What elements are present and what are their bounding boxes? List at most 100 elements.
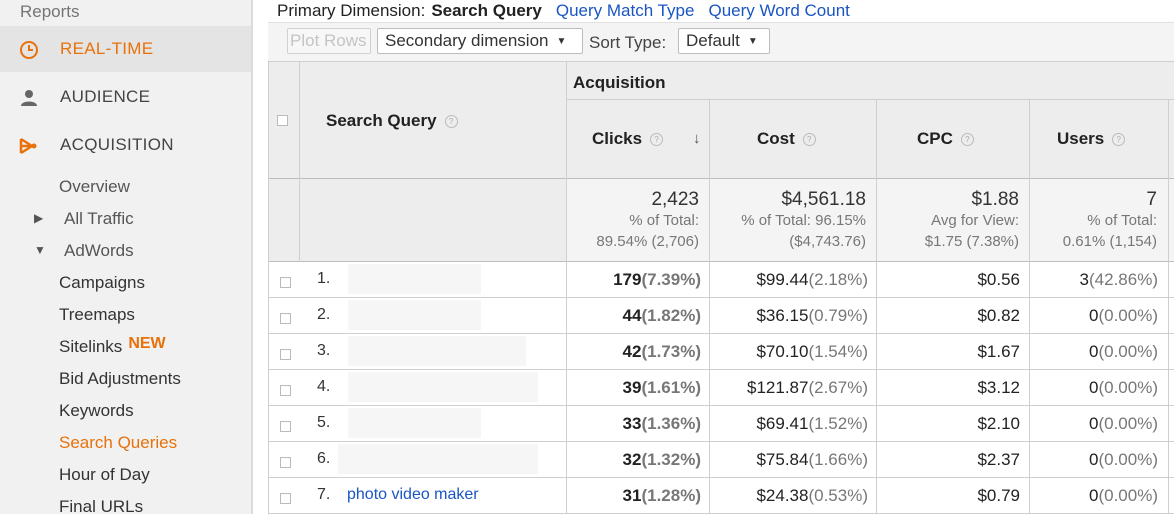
total-line2: 0.61% (1,154) — [1062, 233, 1157, 250]
sort-type-dropdown[interactable]: Default ▼ — [678, 28, 770, 54]
sort-type-value: Default — [686, 31, 740, 50]
sidebar-item-label: ACQUISITION — [60, 135, 174, 154]
cell-value: 0 — [1089, 414, 1099, 433]
cell-value: 0 — [1089, 378, 1099, 397]
primary-dimension-value: Search Query — [431, 1, 542, 20]
column-header-clicks[interactable]: Clicks? — [592, 129, 664, 149]
sidebar-item-campaigns[interactable]: Campaigns — [59, 273, 145, 292]
row-checkbox[interactable] — [280, 493, 291, 504]
cell-percent: (0.00%) — [1098, 306, 1158, 325]
select-all-checkbox[interactable] — [277, 115, 288, 126]
users-cell: 0(0.00%) — [1029, 306, 1158, 326]
total-users: 7 % of Total: 0.61% (1,154) — [1029, 189, 1157, 252]
total-cpc: $1.88 Avg for View: $1.75 (7.38%) — [876, 189, 1019, 252]
clicks-cell: 31(1.28%) — [566, 486, 701, 506]
sidebar-item-overview[interactable]: Overview — [59, 177, 130, 196]
row-checkbox[interactable] — [280, 349, 291, 360]
redacted-query[interactable] — [348, 408, 481, 438]
help-icon[interactable]: ? — [650, 133, 664, 147]
help-icon[interactable]: ? — [960, 133, 974, 147]
users-cell: 0(0.00%) — [1029, 486, 1158, 506]
query-match-type-link[interactable]: Query Match Type — [555, 1, 695, 20]
cell-value: 3 — [1079, 270, 1090, 289]
expand-down-icon[interactable]: ▼ — [34, 243, 46, 257]
cell-percent: (1.61%) — [641, 378, 701, 397]
column-label: Search Query — [326, 111, 437, 130]
sidebar-item-keywords[interactable]: Keywords — [59, 401, 134, 420]
cell-percent: (1.54%) — [808, 342, 868, 361]
redacted-query[interactable] — [338, 444, 538, 474]
total-clicks: 2,423 % of Total: 89.54% (2,706) — [566, 189, 699, 252]
column-label: Clicks — [592, 129, 643, 148]
sidebar-item-final-urls[interactable]: Final URLs — [59, 497, 144, 516]
column-header-cost[interactable]: Cost? — [757, 129, 816, 149]
row-number: 4. — [317, 378, 331, 395]
sidebar-item-all-traffic[interactable]: All Traffic — [64, 209, 134, 228]
row-checkbox[interactable] — [280, 457, 291, 468]
total-line1: % of Total: — [1087, 212, 1157, 229]
cell-value: 179 — [613, 270, 642, 289]
expand-right-icon[interactable]: ▶ — [34, 211, 44, 225]
cell-percent: (1.32%) — [641, 450, 701, 469]
sidebar-item-treemaps[interactable]: Treemaps — [59, 305, 135, 324]
plot-rows-button[interactable]: Plot Rows — [287, 28, 371, 54]
total-value: $4,561.18 — [781, 189, 866, 210]
total-line1: % of Total: — [629, 212, 699, 229]
row-checkbox[interactable] — [280, 277, 291, 288]
table-row: 1. 179(7.39%) $99.44(2.18%) $0.56 3(42.86%) — [268, 262, 1174, 297]
row-number: 2. — [317, 306, 331, 323]
data-table: Search Query? Acquisition Clicks? ↓ Cost… — [268, 61, 1174, 514]
sidebar-item-realtime[interactable]: REAL-TIME — [0, 26, 251, 72]
sidebar-item-acquisition[interactable]: ACQUISITION — [0, 122, 251, 168]
table-row: 4. 39(1.61%) $121.87(2.67%) $3.12 0(0.00%) — [268, 370, 1174, 405]
secondary-dimension-label: Secondary dimension — [385, 31, 549, 50]
redacted-query[interactable] — [348, 264, 481, 294]
redacted-query[interactable] — [348, 372, 538, 402]
secondary-dimension-dropdown[interactable]: Secondary dimension ▼ — [377, 28, 583, 54]
cell-value: $69.41 — [756, 414, 809, 433]
row-checkbox[interactable] — [280, 313, 291, 324]
cell-value: 0 — [1089, 450, 1099, 469]
column-header-users[interactable]: Users? — [1057, 129, 1126, 149]
cell-percent: (1.73%) — [641, 342, 701, 361]
users-cell: 0(0.00%) — [1029, 378, 1158, 398]
total-value: 7 — [1146, 189, 1157, 210]
cell-percent: (0.00%) — [1098, 414, 1158, 433]
clicks-cell: 33(1.36%) — [566, 414, 701, 434]
row-checkbox[interactable] — [280, 385, 291, 396]
cell-percent: (1.82%) — [641, 306, 701, 325]
cell-value: $70.10 — [756, 342, 809, 361]
total-line1: % of Total: 96.15% — [741, 212, 866, 229]
sidebar-item-audience[interactable]: AUDIENCE — [0, 74, 251, 120]
clicks-cell: 44(1.82%) — [566, 306, 701, 326]
cell-percent: (1.28%) — [641, 486, 701, 505]
sidebar: Reports REAL-TIME AUDIENCE ACQUISITION O… — [0, 0, 253, 516]
help-icon[interactable]: ? — [802, 133, 816, 147]
column-header-search-query[interactable]: Search Query? — [326, 111, 458, 131]
sidebar-item-sitelinks[interactable]: Sitelinks NEW — [59, 335, 166, 357]
sidebar-item-search-queries[interactable]: Search Queries — [59, 433, 178, 452]
row-checkbox[interactable] — [280, 421, 291, 432]
sidebar-item-bid-adjustments[interactable]: Bid Adjustments — [59, 369, 181, 388]
primary-dimension-label: Primary Dimension: — [277, 1, 426, 20]
clicks-cell: 32(1.32%) — [566, 450, 701, 470]
cell-percent: (1.66%) — [808, 450, 868, 469]
sidebar-item-adwords[interactable]: AdWords — [64, 241, 134, 260]
sort-descending-icon[interactable]: ↓ — [693, 130, 701, 147]
column-header-cpc[interactable]: CPC? — [917, 129, 974, 149]
cell-percent: (0.00%) — [1098, 342, 1158, 361]
query-word-count-link[interactable]: Query Word Count — [708, 1, 850, 20]
cell-percent: (0.00%) — [1098, 378, 1158, 397]
cost-cell: $121.87(2.67%) — [709, 378, 868, 398]
cpc-cell: $0.56 — [977, 270, 1020, 289]
cell-percent: (7.39%) — [641, 270, 701, 289]
redacted-query[interactable] — [348, 300, 481, 330]
cost-cell: $99.44(2.18%) — [709, 270, 868, 290]
sidebar-item-hour-of-day[interactable]: Hour of Day — [59, 465, 150, 484]
search-query-link[interactable]: photo video maker — [347, 486, 479, 503]
users-cell: 0(0.00%) — [1029, 414, 1158, 434]
redacted-query[interactable] — [348, 336, 526, 366]
help-icon[interactable]: ? — [444, 115, 458, 129]
cell-value: 31 — [622, 486, 642, 505]
help-icon[interactable]: ? — [1112, 133, 1126, 147]
